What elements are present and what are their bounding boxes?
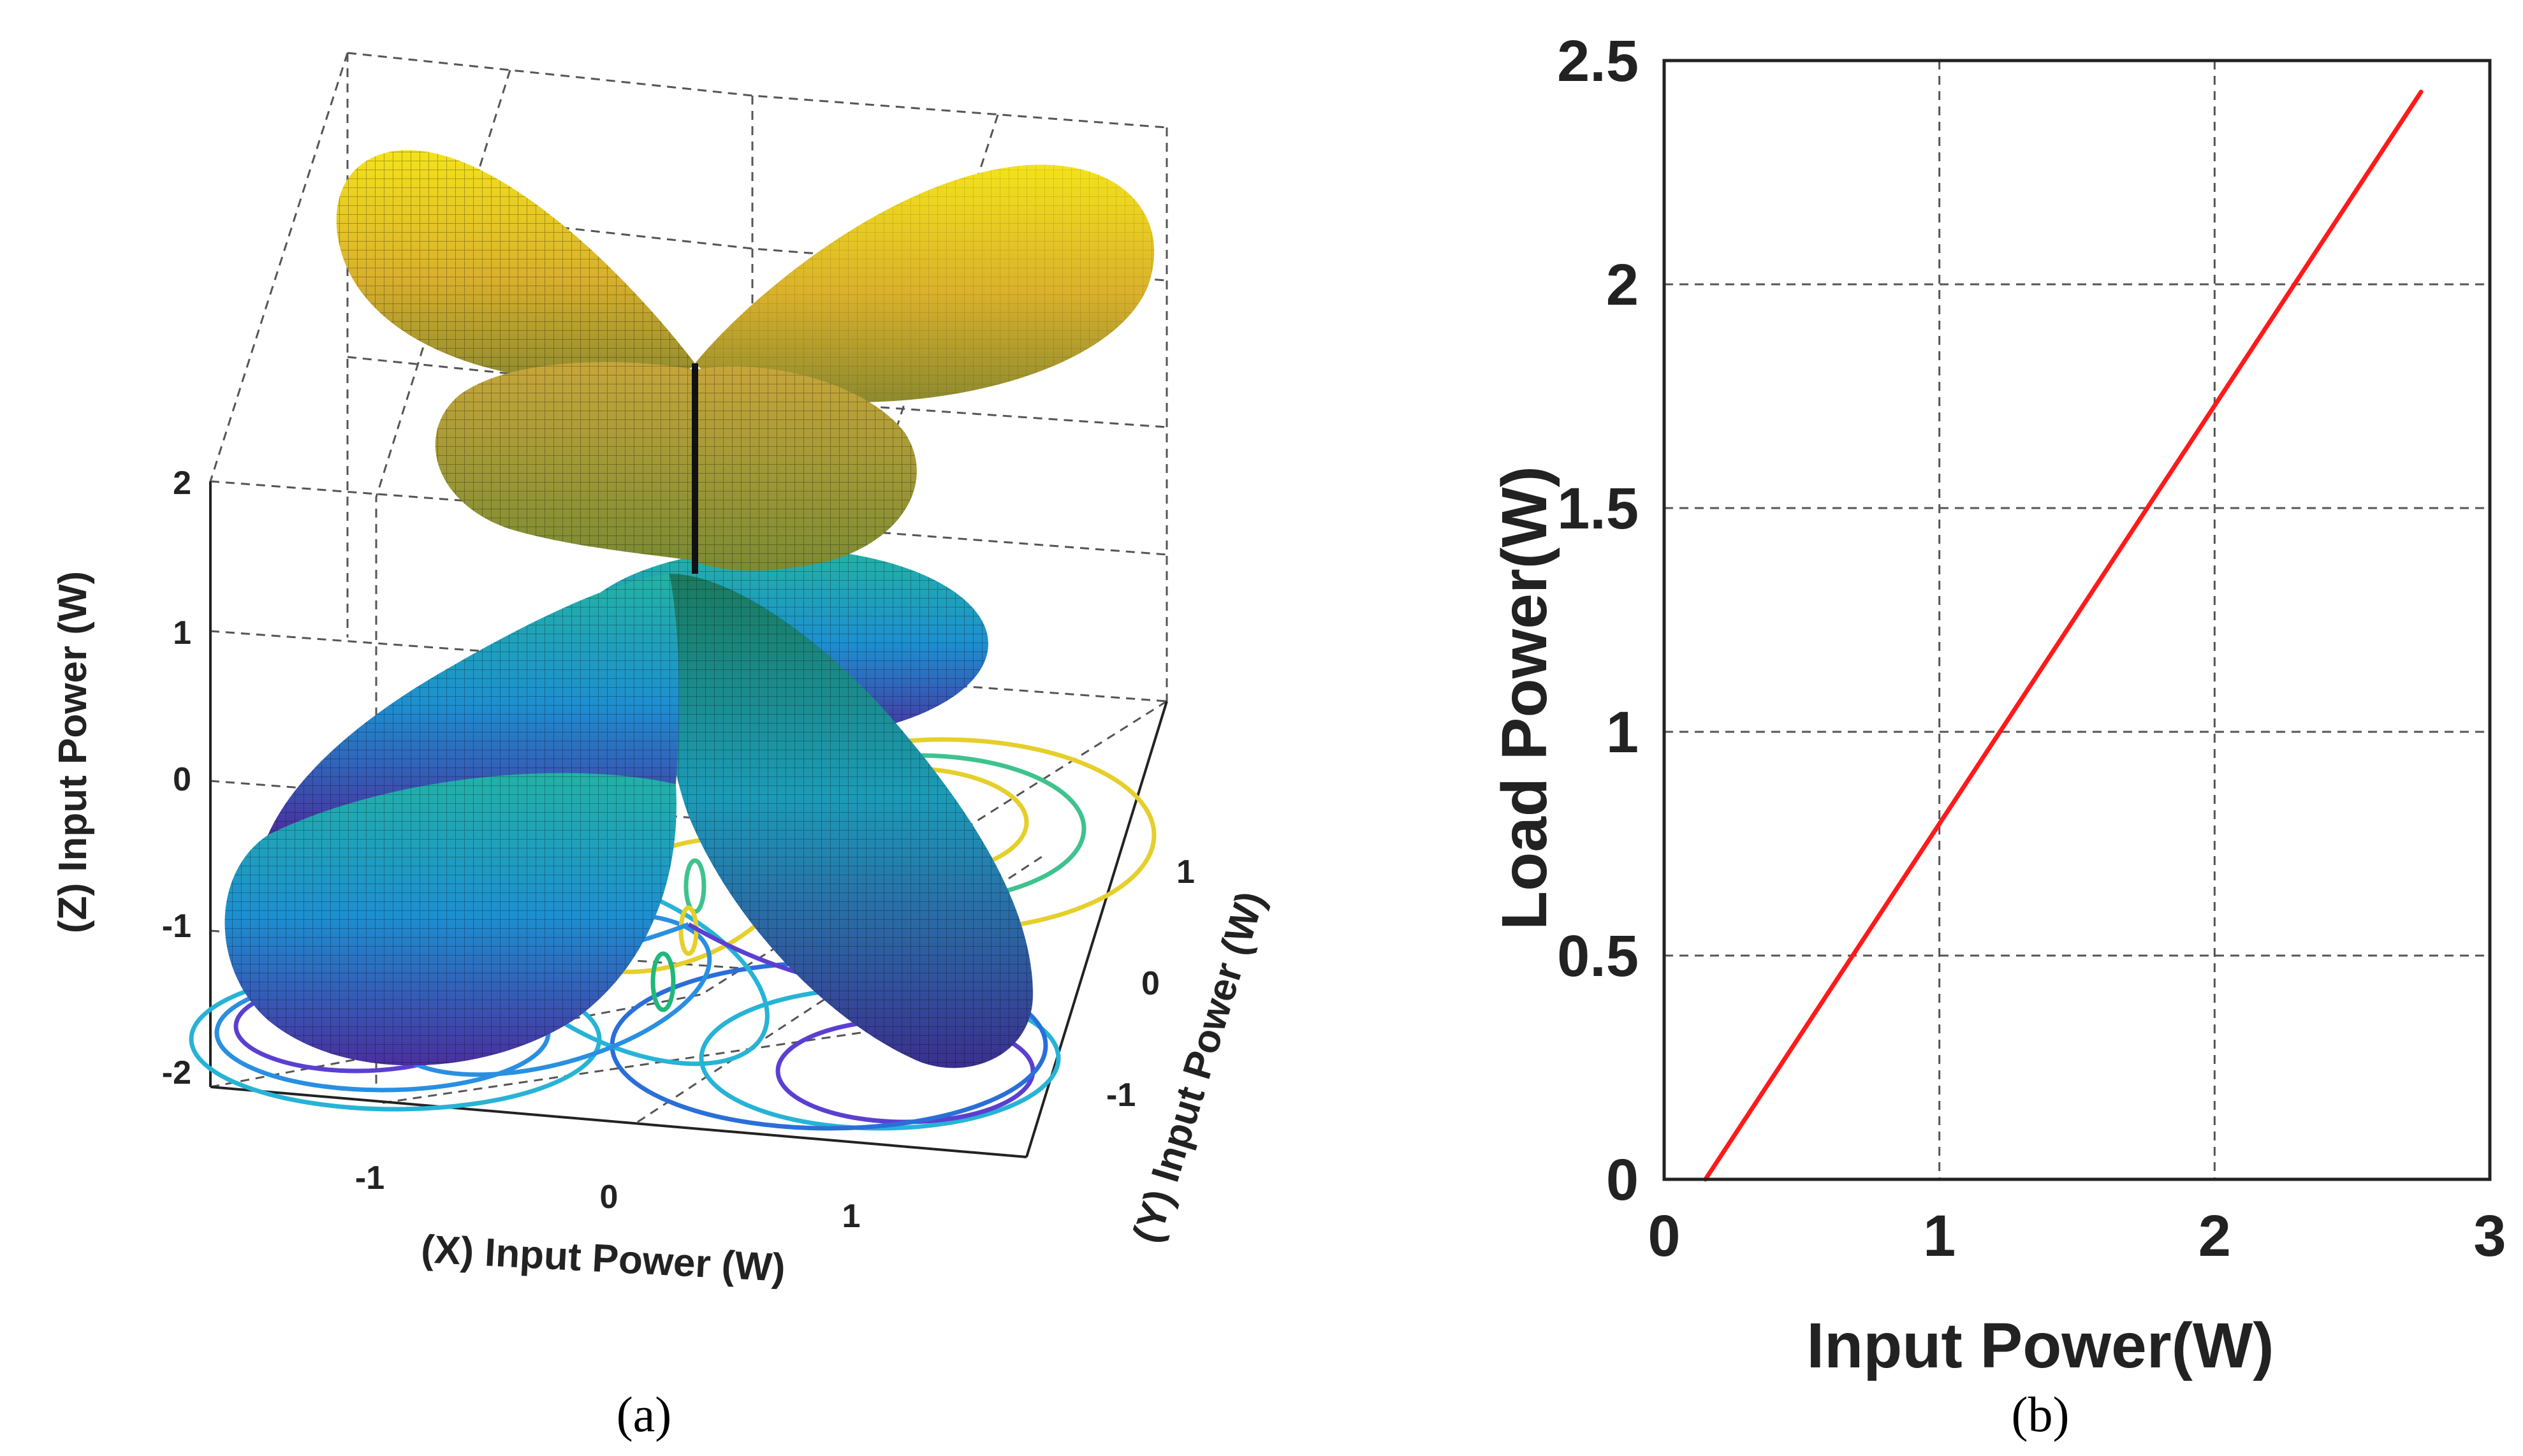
series-line-load-power (1703, 89, 2424, 1182)
y-tick: -1 (1106, 1077, 1136, 1114)
y-tick-label: 1 (1606, 700, 1639, 765)
y-axis-label: (Y) Input Power (W) (1125, 887, 1273, 1248)
y-tick: 0 (1141, 965, 1160, 1002)
upper-lobes (336, 150, 1155, 574)
x-tick-label: 2 (2198, 1204, 2231, 1269)
z-tick: -2 (162, 1054, 191, 1091)
z-axis-label: (Z) Input Power (W) (51, 571, 95, 933)
x-axis-ticks: -1 0 1 (355, 1160, 861, 1235)
tick-labels: 0 1 2 3 0 0.5 1 1.5 2 2.5 (1557, 29, 2506, 1269)
z-tick: 0 (173, 761, 191, 798)
caption-a: (a) (617, 1387, 672, 1442)
series-group (1703, 89, 2424, 1182)
plot-frame (1662, 59, 2492, 1181)
y-tick-label: 0.5 (1557, 924, 1639, 989)
caption-b: (b) (2012, 1387, 2070, 1442)
grid-lines (1664, 61, 2490, 1179)
y-tick-label: 2 (1606, 252, 1639, 317)
panel-b-line-chart: 0 1 2 3 0 0.5 1 1.5 2 2.5 Load Power(W) Input Pow… (1489, 29, 2506, 1442)
y-tick: 1 (1176, 854, 1195, 891)
x-tick-label: 3 (2473, 1204, 2506, 1269)
x-tick-label: 1 (1923, 1204, 1956, 1269)
z-tick: 2 (173, 465, 191, 502)
x-tick: 0 (600, 1179, 618, 1216)
panel-a-3d-plot: 2 1 0 -1 -2 -1 0 1 1 0 -1 (Z) Input Powe… (51, 52, 1273, 1442)
x-axis-label: (X) Input Power (W) (420, 1227, 787, 1290)
z-axis-ticks: 2 1 0 -1 -2 (162, 465, 191, 1091)
lower-lobes (224, 548, 1033, 1068)
x-tick: 1 (842, 1198, 861, 1235)
x-tick-label: 0 (1648, 1204, 1680, 1269)
y-axis-ticks: 1 0 -1 (1106, 854, 1195, 1114)
y-axis-label: Load Power(W) (1489, 466, 1560, 930)
y-tick-label: 0 (1606, 1147, 1639, 1212)
x-tick: -1 (355, 1160, 384, 1197)
y-tick-label: 2.5 (1557, 29, 1639, 94)
x-axis-label: Input Power(W) (1806, 1310, 2274, 1381)
z-tick: 1 (173, 615, 191, 652)
y-tick-label: 1.5 (1557, 476, 1639, 541)
z-tick: -1 (162, 908, 191, 945)
